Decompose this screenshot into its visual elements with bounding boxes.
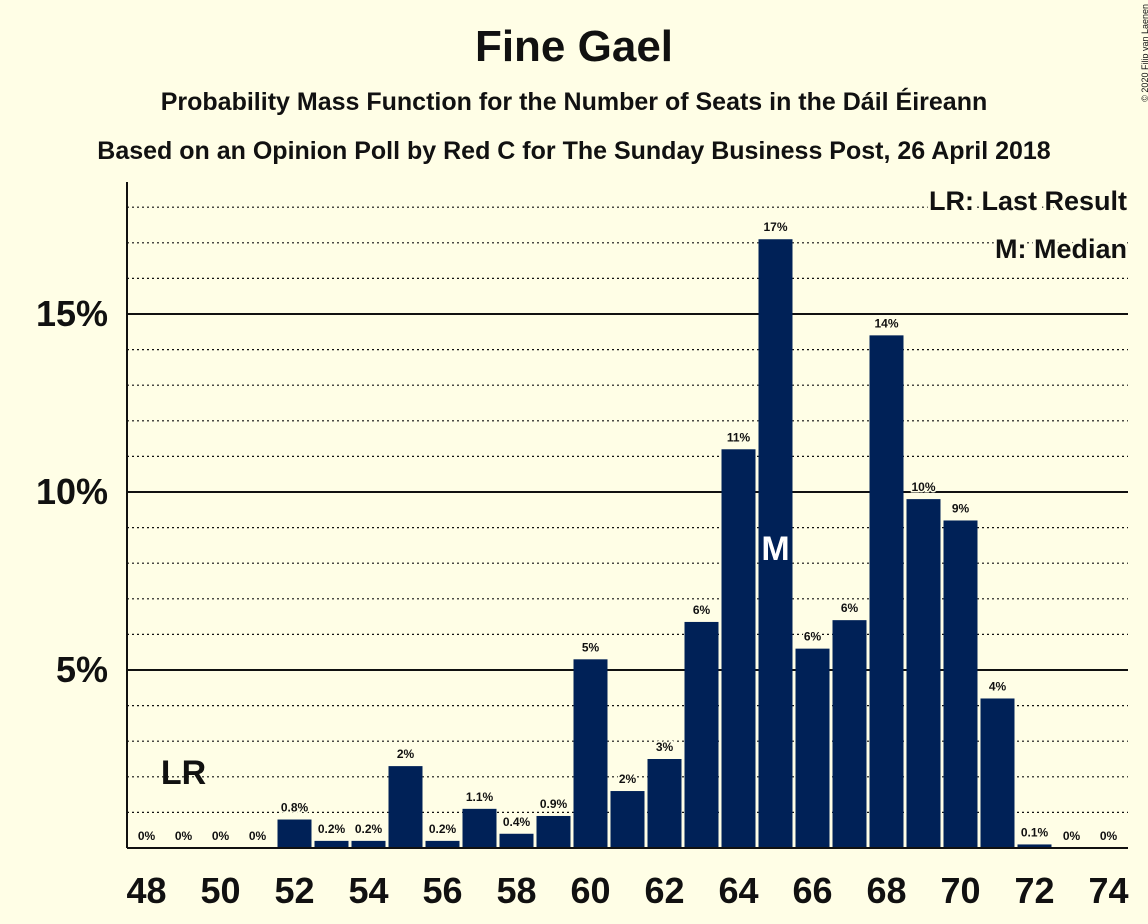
x-tick-label: 64 xyxy=(718,870,758,911)
bar xyxy=(980,698,1015,848)
x-tick-label: 58 xyxy=(496,870,536,911)
bar xyxy=(647,759,682,848)
bar-value-label: 17% xyxy=(763,220,787,234)
last-result-marker: LR xyxy=(161,754,206,792)
bar-value-label: 4% xyxy=(989,679,1007,693)
bar-value-label: 11% xyxy=(727,430,751,444)
bar xyxy=(277,819,312,848)
bar xyxy=(499,833,534,848)
y-tick-label: 10% xyxy=(36,471,108,512)
x-tick-label: 68 xyxy=(866,870,906,911)
bar-value-label: 6% xyxy=(841,601,859,615)
bar-value-label: 0.2% xyxy=(318,822,346,836)
bar-value-label: 0.8% xyxy=(281,801,309,815)
bar xyxy=(425,840,460,848)
bar xyxy=(314,840,349,848)
x-tick-label: 56 xyxy=(422,870,462,911)
bar-value-label: 0.1% xyxy=(1021,825,1049,839)
bar-value-label: 10% xyxy=(911,480,935,494)
bar xyxy=(462,808,497,848)
bar-value-label: 1.1% xyxy=(466,790,494,804)
chart-source: Based on an Opinion Poll by Red C for Th… xyxy=(97,137,1051,165)
bar-value-label: 0.4% xyxy=(503,815,531,829)
bar-value-label: 14% xyxy=(874,316,898,330)
bar-value-label: 0% xyxy=(212,829,230,843)
bar-value-label: 0.2% xyxy=(429,822,457,836)
bar-value-label: 5% xyxy=(582,640,600,654)
x-tick-label: 48 xyxy=(126,870,166,911)
y-tick-label: 5% xyxy=(56,649,108,690)
bar xyxy=(610,791,645,848)
bar-value-label: 0% xyxy=(249,829,267,843)
bar xyxy=(869,335,904,848)
bar-value-label: 0% xyxy=(1063,829,1081,843)
chart-subtitle: Probability Mass Function for the Number… xyxy=(160,88,988,116)
bar xyxy=(684,621,719,848)
bar-value-label: 9% xyxy=(952,501,970,515)
bar-value-label: 6% xyxy=(693,603,711,617)
bar-value-label: 2% xyxy=(397,747,415,761)
bar xyxy=(795,648,830,848)
bar-value-label: 0.9% xyxy=(540,797,568,811)
bar xyxy=(536,815,571,848)
legend-median: M: Median xyxy=(995,234,1127,264)
legend-last-result: LR: Last Result xyxy=(929,186,1127,216)
chart-title: Fine Gael xyxy=(474,22,674,71)
y-tick-label: 15% xyxy=(36,293,108,334)
x-tick-label: 50 xyxy=(200,870,240,911)
bar xyxy=(758,239,793,849)
bar xyxy=(832,620,867,848)
bar xyxy=(388,766,423,848)
bar xyxy=(573,659,608,848)
x-tick-label: 74 xyxy=(1088,870,1128,911)
x-tick-label: 70 xyxy=(940,870,980,911)
bar-value-label: 0% xyxy=(1100,829,1118,843)
bar xyxy=(721,449,756,848)
bar-value-label: 3% xyxy=(656,740,674,754)
x-tick-label: 72 xyxy=(1014,870,1054,911)
bar-value-label: 2% xyxy=(619,772,637,786)
median-marker: M xyxy=(761,530,789,568)
bar-value-label: 6% xyxy=(804,630,822,644)
bar-value-label: 0.2% xyxy=(355,822,383,836)
x-tick-label: 62 xyxy=(644,870,684,911)
x-tick-label: 54 xyxy=(348,870,388,911)
bar xyxy=(1017,844,1052,848)
bar xyxy=(351,840,386,848)
x-tick-label: 52 xyxy=(274,870,314,911)
bar xyxy=(943,520,978,848)
x-tick-label: 60 xyxy=(570,870,610,911)
bar-value-label: 0% xyxy=(138,829,156,843)
bar xyxy=(906,499,941,848)
x-tick-label: 66 xyxy=(792,870,832,911)
bar-value-label: 0% xyxy=(175,829,193,843)
